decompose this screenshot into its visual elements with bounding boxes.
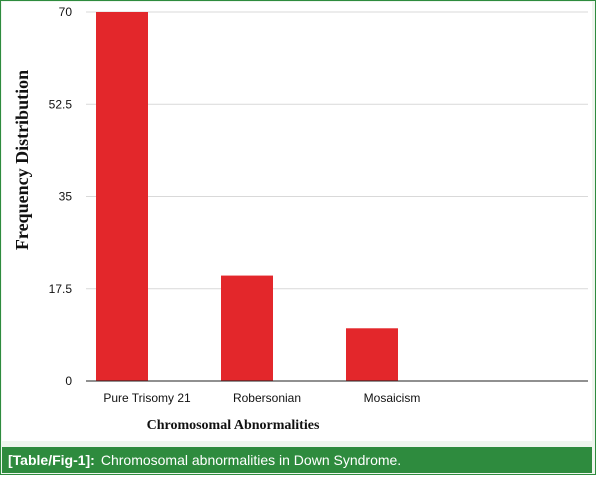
x-tick-label: Robersonian: [233, 391, 301, 405]
x-tick-labels: Pure Trisomy 21 Robersonian Mosaicism: [103, 391, 420, 405]
bar: [96, 12, 148, 381]
y-tick-labels: 0 17.5 35 52.5 70: [49, 5, 73, 388]
bars: [96, 12, 398, 381]
y-tick-label: 17.5: [49, 282, 73, 296]
figure-caption: [Table/Fig-1]: Chromosomal abnormalities…: [2, 447, 592, 473]
caption-label: [Table/Fig-1]:: [8, 452, 95, 468]
x-tick-label: Pure Trisomy 21: [103, 391, 191, 405]
gridlines: [86, 11, 588, 290]
y-axis-title: Frequency Distribution: [12, 70, 32, 250]
y-tick-label: 52.5: [49, 97, 73, 111]
bar: [346, 328, 398, 381]
x-tick-label: Mosaicism: [364, 391, 421, 405]
caption-text: Chromosomal abnormalities in Down Syndro…: [100, 452, 402, 468]
bar: [221, 275, 273, 381]
bar-chart: 0 17.5 35 52.5 70 Pure Trisomy 21 Robersonian…: [12, 5, 588, 433]
y-tick-label: 35: [59, 190, 73, 204]
y-tick-label: 0: [65, 374, 72, 388]
y-tick-label: 70: [59, 5, 73, 19]
x-axis-title: Chromosomal Abnormalities: [147, 418, 320, 433]
